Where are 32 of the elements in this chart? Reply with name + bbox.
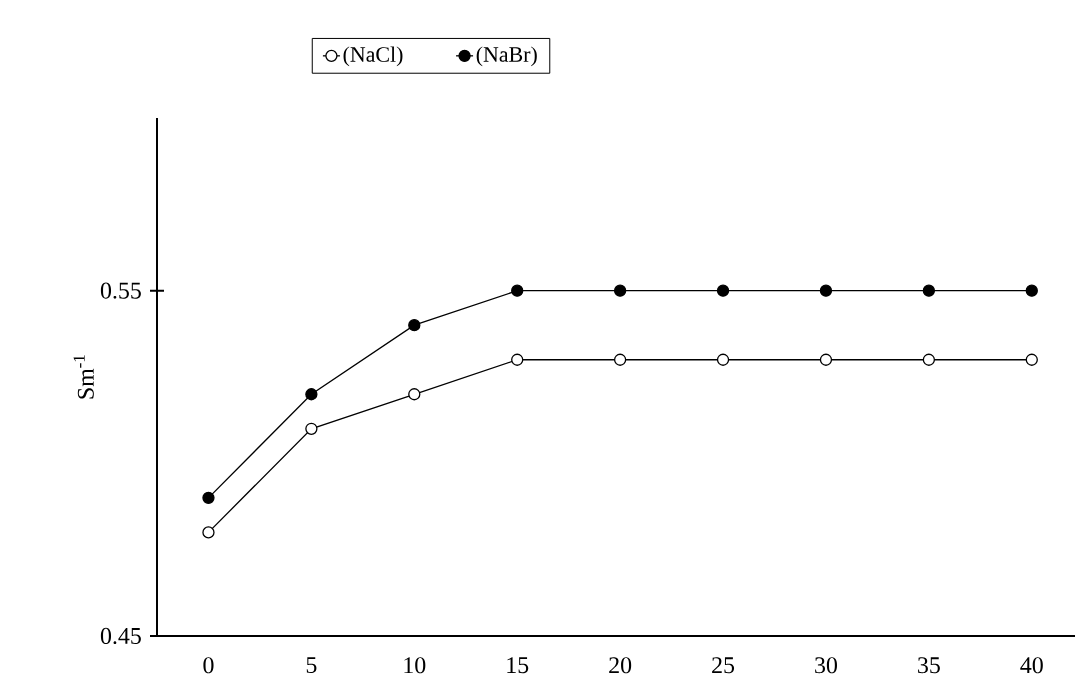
point bbox=[202, 491, 215, 505]
point bbox=[408, 319, 421, 332]
point bbox=[819, 284, 833, 297]
point bbox=[922, 353, 936, 366]
point bbox=[202, 526, 215, 539]
y-tick-label: 0.55 bbox=[100, 282, 141, 299]
x-tick-label: 0 bbox=[203, 657, 214, 674]
x-tick-label: 10 bbox=[404, 657, 426, 674]
x-tick-label: 25 bbox=[712, 657, 735, 674]
x-tick-label: 5 bbox=[306, 657, 317, 674]
point bbox=[1025, 353, 1038, 366]
y-tick-label: 0.45 bbox=[100, 627, 141, 645]
point bbox=[305, 422, 318, 435]
x-tick-label: 40 bbox=[1020, 657, 1043, 674]
point bbox=[819, 353, 833, 366]
point bbox=[716, 353, 730, 366]
point bbox=[408, 388, 421, 401]
x-tick-label: 35 bbox=[918, 657, 940, 674]
point bbox=[613, 353, 627, 366]
legend-label: (NaBr) bbox=[476, 46, 537, 67]
x-tick-label: 15 bbox=[507, 657, 529, 674]
point bbox=[511, 284, 524, 297]
point bbox=[716, 284, 730, 297]
x-tick-label: 20 bbox=[609, 657, 632, 674]
point bbox=[511, 353, 524, 366]
point bbox=[613, 284, 627, 297]
point bbox=[305, 388, 318, 401]
y-axis-title: Sm$^{-1}$ bbox=[73, 355, 94, 399]
point bbox=[922, 284, 936, 297]
x-tick-label: 30 bbox=[815, 657, 837, 674]
point bbox=[1025, 284, 1038, 297]
legend-label: (NaCl) bbox=[343, 46, 403, 67]
